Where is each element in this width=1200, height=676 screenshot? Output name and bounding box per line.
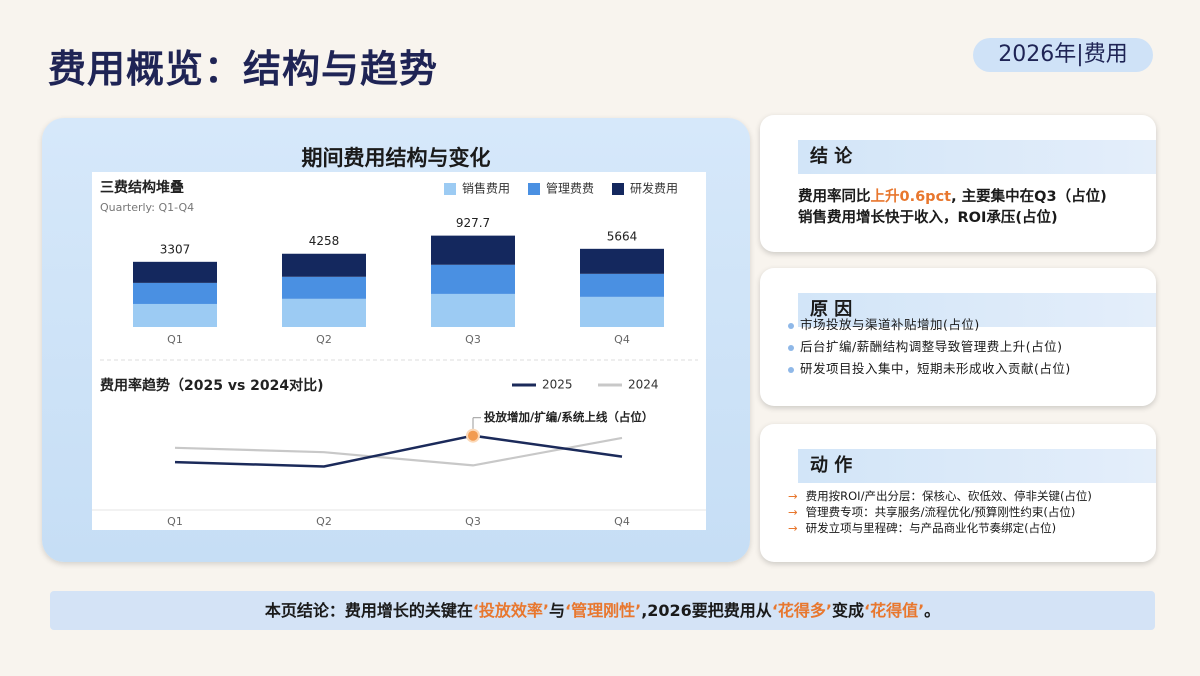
list-item: 费用按ROI/产出分层：保核心、砍低效、停非关键(占位) <box>788 488 1146 504</box>
x-tick-label: Q1 <box>167 515 183 528</box>
bar-segment <box>282 253 366 277</box>
charts: 三费结构堆叠 Quarterly: Q1-Q4 销售费用 管理费费 研发费用 3307 Q1… <box>92 172 706 530</box>
page-title: 费用概览：结构与趋势 <box>48 47 439 91</box>
text-part: 销售费用增长快于收入，ROI承压(占位) <box>798 210 1058 226</box>
list-item: 研发项目投入集中，短期未形成收入贡献(占位) <box>788 358 1146 380</box>
annotation-point <box>466 428 480 443</box>
text-part: 本页结论：费用增长的关键在 <box>264 601 473 620</box>
card: 结 论费用率同比上升0.6pct, 主要集中在Q3（占位) 销售费用增长快于收入，… <box>760 115 1156 252</box>
bar-segment <box>282 276 366 299</box>
legend-label: 2025 <box>542 378 573 392</box>
text-part: ‘投放效率’ <box>472 601 549 620</box>
badge: 2026年|费用 <box>973 38 1153 72</box>
list-item: 市场投放与渠道补贴增加(占位) <box>788 314 1146 336</box>
bar-segment <box>431 235 515 265</box>
card-body: 市场投放与渠道补贴增加(占位) 后台扩编/薪酬结构调整导致管理费上升(占位) 研发项… <box>788 314 1146 380</box>
text-part: 费用率同比 <box>798 189 871 205</box>
text-part: ‘管理刚性’ <box>565 601 642 620</box>
text-part: 上升0.6pct <box>870 189 952 205</box>
bar-segment <box>580 273 664 297</box>
legend-label: 2024 <box>628 378 659 392</box>
legend-label: 管理费费 <box>546 181 594 196</box>
x-tick-label: Q3 <box>465 333 481 346</box>
text-line: 费用率同比上升0.6pct, 主要集中在Q3（占位) <box>798 187 1146 208</box>
text-part: ‘花得值’ <box>864 601 925 620</box>
legend-swatch <box>612 183 624 195</box>
text-part: 与 <box>549 601 566 620</box>
chart-title: 费用率趋势（2025 vs 2024对比) <box>100 377 324 394</box>
total-label: 3307 <box>160 242 191 256</box>
card: 动 作费用按ROI/产出分层：保核心、砍低效、停非关键(占位)管理费专项：共享服… <box>760 424 1156 562</box>
total-label: 5664 <box>607 229 638 243</box>
total-label: 4258 <box>309 234 340 248</box>
legend-swatch <box>444 183 456 195</box>
x-tick-label: Q2 <box>316 333 332 346</box>
x-tick-label: Q4 <box>614 515 630 528</box>
x-tick-label: Q4 <box>614 333 630 346</box>
bar-segment <box>133 261 217 283</box>
legend-swatch <box>528 183 540 195</box>
list-item: 后台扩编/薪酬结构调整导致管理费上升(占位) <box>788 336 1146 358</box>
bar-segment <box>431 293 515 327</box>
x-tick-label: Q1 <box>167 333 183 346</box>
x-tick-label: Q2 <box>316 515 332 528</box>
list-item: 研发立项与里程碑：与产品商业化节奏绑定(占位) <box>788 520 1146 536</box>
list-item: 管理费专项：共享服务/流程优化/预算刚性约束(占位) <box>788 504 1146 520</box>
x-tick-label: Q3 <box>465 515 481 528</box>
text-part: 。 <box>924 601 941 620</box>
chart-subtitle: Quarterly: Q1-Q4 <box>100 201 194 214</box>
text-part: ‘花得多’ <box>771 601 832 620</box>
card: 原 因市场投放与渠道补贴增加(占位) 后台扩编/薪酬结构调整导致管理费上升(占位)… <box>760 268 1156 406</box>
card-heading: 结 论 <box>798 140 1156 174</box>
card-heading: 动 作 <box>798 449 1156 483</box>
card-body: 费用按ROI/产出分层：保核心、砍低效、停非关键(占位)管理费专项：共享服务/流… <box>788 488 1146 536</box>
card-body: 费用率同比上升0.6pct, 主要集中在Q3（占位) 销售费用增长快于收入，ROI… <box>788 187 1146 229</box>
bar-segment <box>580 248 664 274</box>
text-line: 销售费用增长快于收入，ROI承压(占位) <box>798 208 1146 229</box>
bar-segment <box>282 298 366 327</box>
series-line <box>174 434 623 468</box>
footer-banner: 本页结论：费用增长的关键在‘投放效率’与‘管理刚性’,2026要把费用从‘花得多… <box>50 591 1155 630</box>
legend-label: 销售费用 <box>462 181 510 196</box>
text-part: 变成 <box>831 601 864 620</box>
text-part: ,2026要把费用从 <box>641 601 772 620</box>
bar-segment <box>580 296 664 327</box>
panel-title: 期间费用结构与变化 <box>301 146 491 170</box>
bar-segment <box>133 303 217 327</box>
legend-label: 研发费用 <box>630 181 678 196</box>
bar-segment <box>133 282 217 304</box>
chart-title: 三费结构堆叠 <box>100 179 184 196</box>
annotation: 投放增加/扩编/系统上线（占位） <box>484 410 653 424</box>
bar-segment <box>431 264 515 294</box>
series-line <box>174 436 623 467</box>
text-part: , 主要集中在Q3（占位) <box>951 189 1107 205</box>
total-label: 927.7 <box>456 216 490 230</box>
